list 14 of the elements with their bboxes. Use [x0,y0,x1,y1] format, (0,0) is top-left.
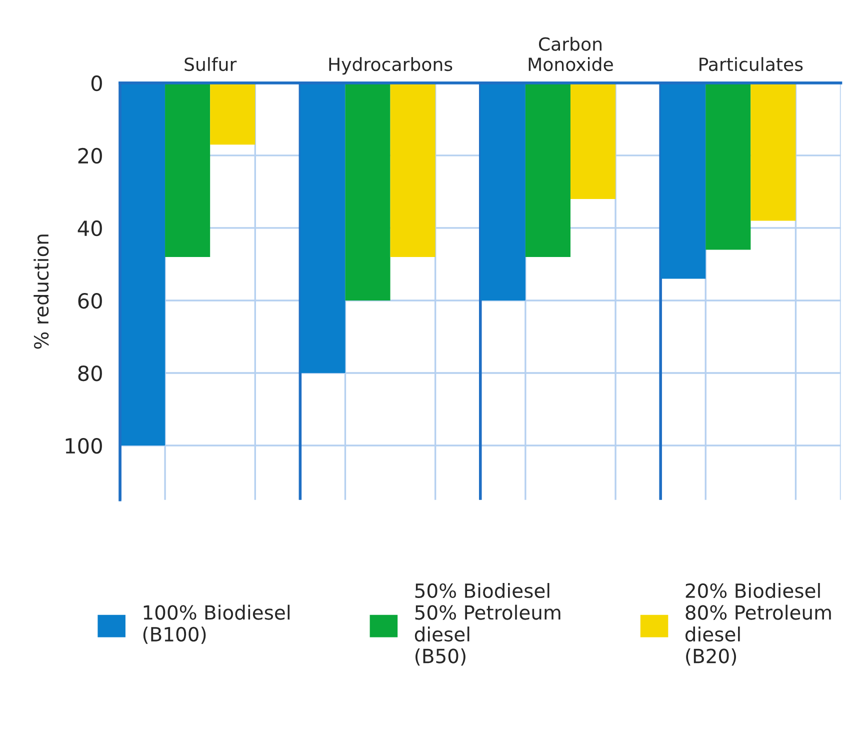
legend-label: 20% Biodiesel 80% Petroleum diesel (B20) [685,583,831,666]
x-tick-label: Hydrocarbons [329,57,452,75]
x-tick-label: Sulfur [184,57,237,72]
y-tick-label: 20 [78,148,102,164]
y-tick-label: 100 [66,438,102,454]
x-tick-label: Particulates [700,57,803,72]
legend-label: 50% Biodiesel 50% Petroleum diesel (B50) [414,583,560,666]
y-axis-title: % reduction [34,234,49,349]
y-tick-label: 40 [78,220,102,236]
y-tick-label: 80 [78,365,102,382]
y-tick-label: 0 [91,75,102,92]
legend-label: 100% Biodiesel (B100) [143,604,290,644]
x-tick-label: Carbon Monoxide [528,36,613,72]
y-tick-label: 60 [78,292,102,309]
